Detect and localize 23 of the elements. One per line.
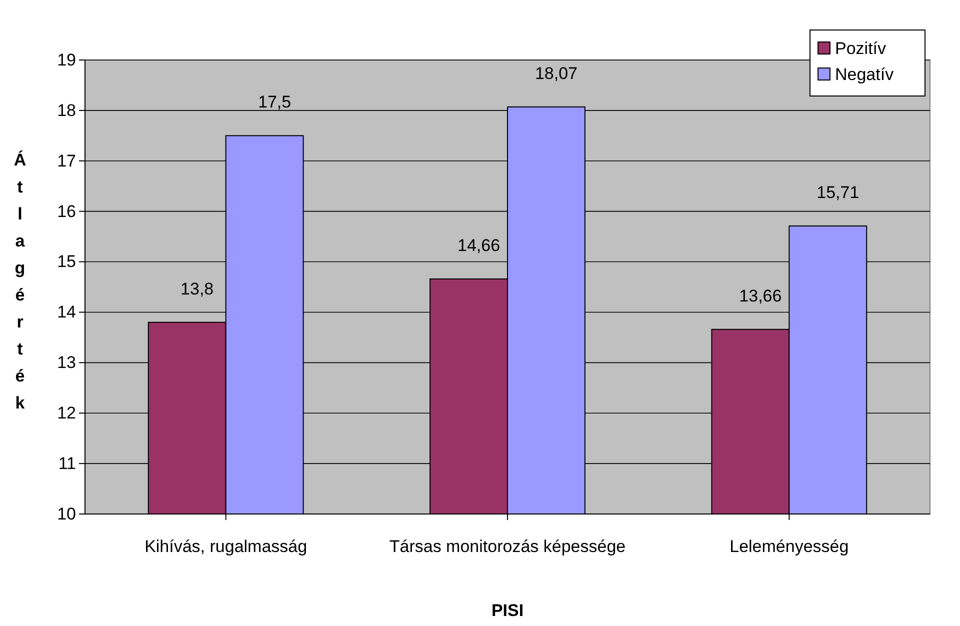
y-tick-label: 14 xyxy=(57,302,76,322)
x-axis-title: PISI xyxy=(491,601,524,620)
data-label: 15,71 xyxy=(816,182,860,202)
y-tick-label: 16 xyxy=(57,202,76,221)
legend-label: Negatív xyxy=(835,65,894,84)
y-tick-label: 15 xyxy=(57,252,76,272)
y-tick-label: 12 xyxy=(57,404,76,423)
y-tick-label: 11 xyxy=(58,454,76,473)
y-tick-label: 18 xyxy=(57,100,76,120)
y-tick-label: 17 xyxy=(57,151,76,170)
y-tick-label: 10 xyxy=(57,504,76,524)
y-tick-label: 13 xyxy=(57,353,76,372)
x-tick-label: Kihívás, rugalmasság xyxy=(144,537,308,556)
data-label: 17,5 xyxy=(258,92,292,112)
y-tick-label: 19 xyxy=(57,50,76,70)
data-label: 18,07 xyxy=(534,64,578,83)
data-label: 14,66 xyxy=(457,236,500,255)
x-tick-label: Társas monitorozás képessége xyxy=(389,537,626,556)
data-label: 13,8 xyxy=(180,279,214,298)
x-tick-label: Leleményesség xyxy=(730,537,849,556)
legend-label: Pozitív xyxy=(835,39,887,58)
data-label: 13,66 xyxy=(739,286,782,306)
text: Átlagérték xyxy=(14,150,26,412)
